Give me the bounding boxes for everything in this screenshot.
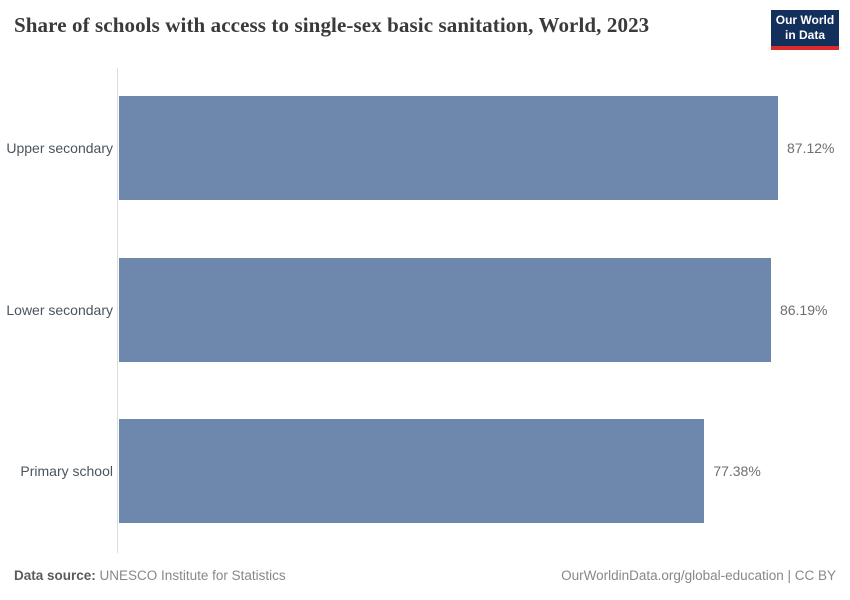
bar[interactable] xyxy=(119,419,705,523)
data-source-label: Data source: xyxy=(14,568,96,583)
bar-row: Primary school 77.38% xyxy=(0,419,850,523)
value-label: 86.19% xyxy=(779,301,828,318)
owid-logo-line1: Our World xyxy=(775,13,835,27)
credit-link[interactable]: OurWorldinData.org/global-education | CC… xyxy=(561,568,836,583)
category-label: Primary school xyxy=(20,463,113,479)
bar-row: Lower secondary 86.19% xyxy=(0,257,850,362)
bar-row: Upper secondary 87.12% xyxy=(0,96,850,200)
chart-footer: Data source: UNESCO Institute for Statis… xyxy=(14,568,836,583)
value-label: 77.38% xyxy=(713,463,761,479)
category-label: Lower secondary xyxy=(6,301,113,318)
bar[interactable] xyxy=(119,257,771,362)
bar[interactable] xyxy=(119,96,778,200)
y-axis-line xyxy=(117,68,118,553)
bar-chart: Upper secondary 87.12% Lower secondary 86.1… xyxy=(0,68,850,553)
owid-logo[interactable]: Our World in Data xyxy=(771,10,839,50)
value-label: 87.12% xyxy=(787,140,835,156)
data-source-value: UNESCO Institute for Statistics xyxy=(99,568,286,583)
data-source: Data source: UNESCO Institute for Statis… xyxy=(14,568,286,583)
category-label: Upper secondary xyxy=(6,140,113,156)
page-title: Share of schools with access to single-s… xyxy=(14,13,650,37)
owid-logo-line2: in Data xyxy=(784,28,825,42)
